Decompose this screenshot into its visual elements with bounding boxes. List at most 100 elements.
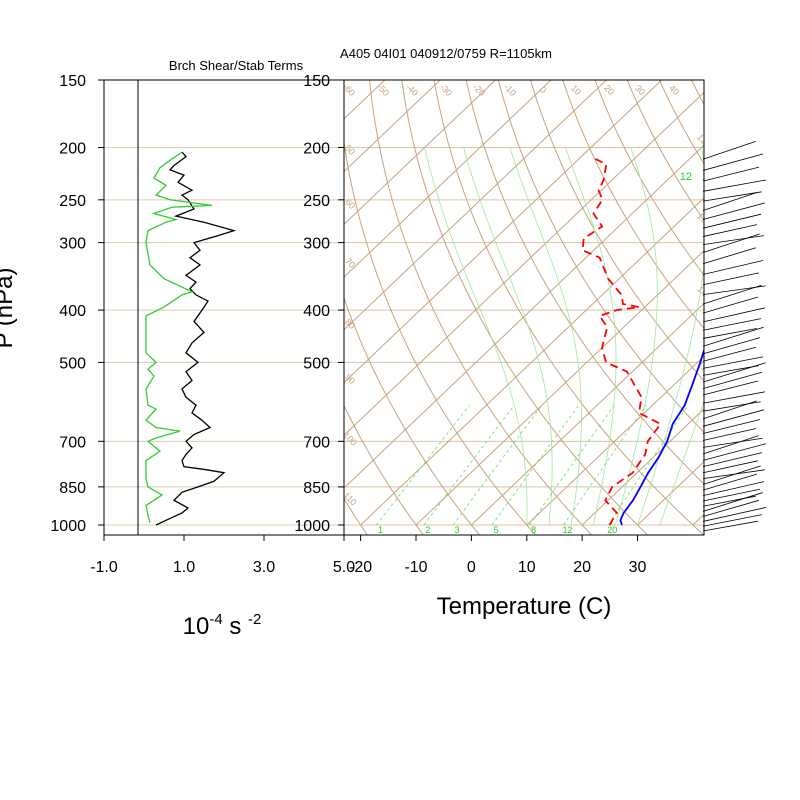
wind-barb: [702, 409, 765, 427]
isotherm-label: 140: [695, 284, 713, 302]
wind-barb: [702, 202, 766, 220]
wind-barb: [702, 213, 762, 229]
y-tick-label: 500: [59, 355, 86, 372]
wind-barb: [702, 443, 767, 461]
wind-barb: [702, 400, 757, 420]
y-tick-label: 150: [303, 73, 330, 90]
x-tick-label: -10: [404, 559, 427, 576]
wind-barb: [702, 272, 760, 286]
skewt-y-tick-labels: 150 200 250 300 400 500 700 850 1000: [294, 73, 344, 535]
y-tick-label: 1000: [50, 518, 86, 535]
wind-barb: [702, 166, 760, 182]
skewt-frame: [343, 79, 705, 536]
mixing-ratio-label: 2: [425, 525, 430, 535]
wind-barb: [702, 401, 761, 412]
mixing-ratio-label: 3: [455, 525, 460, 535]
wind-barb: [702, 328, 757, 339]
wind-barb: [702, 179, 766, 192]
moist-adiabat-label: 12: [680, 171, 692, 183]
mixing-ratio-label: 8: [531, 525, 536, 535]
mixing-ratio-line: [563, 404, 647, 526]
wind-barb: [702, 356, 763, 369]
wind-barb: [702, 307, 766, 323]
x-tick-label: -1.0: [90, 559, 118, 576]
dry-adiabat: [594, 80, 704, 276]
y-tick-label: 300: [303, 236, 330, 253]
x-tick-label: 1.0: [173, 559, 195, 576]
mixing-ratio-line: [491, 404, 580, 526]
isotherm-label: 120: [695, 132, 713, 150]
mixing-ratio-line: [376, 404, 470, 526]
wind-barb: [702, 514, 762, 527]
wind-barb: [702, 153, 764, 171]
wind-barb: [702, 318, 761, 331]
wind-barb: [702, 492, 763, 512]
dry-adiabat: [433, 80, 704, 535]
shear-stab-x-tick-labels: -1.0 1.0 3.0 5.0: [90, 535, 355, 576]
wind-barb: [702, 460, 759, 474]
y-tick-label: 700: [59, 434, 86, 451]
dewpoint-profile-line: [581, 158, 662, 526]
y-tick-label: 250: [59, 193, 86, 210]
x-tick-label: 3.0: [253, 559, 275, 576]
mixing-ratio-label: 12: [563, 525, 573, 535]
wind-barb: [702, 337, 761, 355]
isotherm: [360, 197, 704, 526]
isotherm: [344, 144, 704, 489]
x-tick-label: 5.0: [333, 559, 355, 576]
moist-adiabat-label: 16: [702, 171, 714, 183]
x-tick-label: 0: [467, 559, 476, 576]
wind-barb: [702, 391, 765, 404]
mixing-ratio-line: [423, 404, 515, 526]
shear-stab-series: [145, 151, 237, 526]
wind-barb: [702, 233, 760, 253]
y-tick-label: 150: [59, 73, 86, 90]
wind-barb: [702, 380, 759, 396]
x-tick-label: 10: [518, 559, 536, 576]
shear-stab-gridlines: [104, 146, 344, 526]
dry-adiabat: [562, 80, 704, 330]
wind-barb: [702, 473, 758, 491]
wind-barb: [702, 428, 757, 441]
wind-barb: [702, 488, 761, 502]
moist-adiabat: [615, 147, 658, 526]
dry-adiabat: [401, 80, 649, 535]
y-tick-label: 850: [59, 480, 86, 497]
y-tick-label: 700: [303, 434, 330, 451]
shear-stab-title: Brch Shear/Stab Terms: [169, 58, 304, 73]
mixing-ratio-label: 20: [607, 525, 617, 535]
mixing-ratio-label: 1: [378, 525, 383, 535]
wind-barb: [702, 247, 757, 265]
x-tick-label: 30: [629, 559, 647, 576]
wind-barbs: [702, 140, 767, 532]
moist-adiabat: [463, 147, 553, 526]
wind-barb: [702, 371, 763, 390]
isotherm: [344, 80, 386, 120]
isotherm: [581, 408, 704, 526]
isotherm: [344, 80, 663, 384]
wind-barb: [702, 520, 758, 532]
y-tick-label: 1000: [294, 518, 330, 535]
wind-barb: [702, 452, 763, 468]
pressure-axis-label: P (hPa): [0, 268, 18, 349]
dry-adiabat: [344, 296, 481, 535]
y-tick-label: 400: [59, 303, 86, 320]
wind-barb: [702, 260, 764, 275]
wind-barb: [702, 365, 759, 376]
isotherm-label: 0: [538, 85, 549, 96]
y-tick-label: 500: [303, 355, 330, 372]
wind-barb: [702, 191, 758, 211]
units-axis-label: 10-4 s -2: [183, 611, 262, 640]
dry-adiabat: [368, 80, 593, 535]
isotherm: [471, 302, 704, 526]
wind-barb: [702, 346, 757, 362]
dry-adiabat-lines: [344, 80, 704, 535]
moist-adiabat: [509, 147, 582, 526]
sounding-series: [581, 158, 704, 526]
dry-adiabat: [344, 139, 537, 535]
temperature-axis-label: Temperature (C): [437, 593, 612, 620]
isotherm-lines: [344, 80, 704, 526]
y-tick-label: 300: [59, 236, 86, 253]
